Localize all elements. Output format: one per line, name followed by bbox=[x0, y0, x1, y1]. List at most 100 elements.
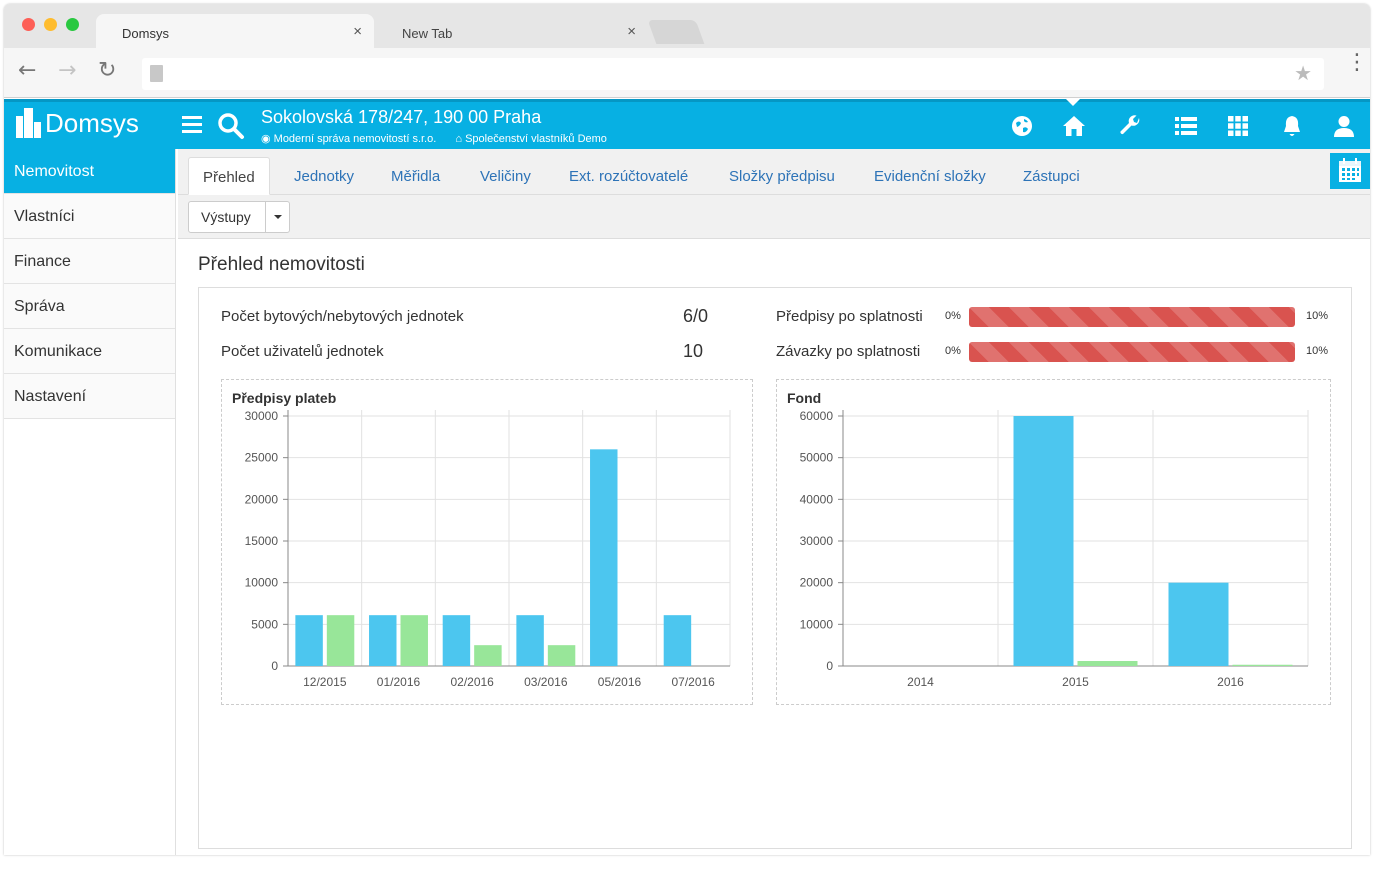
chart-bar bbox=[1232, 664, 1293, 666]
sidebar-item-vlastnici[interactable]: Vlastníci bbox=[4, 194, 175, 239]
sidebar-item-nastaveni[interactable]: Nastavení bbox=[4, 374, 175, 419]
y-tick-label: 20000 bbox=[800, 576, 834, 590]
split-divider bbox=[265, 202, 266, 232]
tab-meridla[interactable]: Měřidla bbox=[391, 168, 441, 185]
sidebar-item-komunikace[interactable]: Komunikace bbox=[4, 329, 175, 374]
x-tick-label: 12/2015 bbox=[303, 675, 347, 689]
menu-icon[interactable] bbox=[182, 116, 202, 134]
browser-toolbar: ← → ↻ ★ ⋮ bbox=[4, 48, 1370, 98]
progress-max-label: 10% bbox=[1306, 310, 1329, 322]
association-link[interactable]: ⌂ Společenství vlastníků Demo bbox=[455, 133, 607, 145]
x-tick-label: 2015 bbox=[1062, 675, 1089, 689]
tab-ext-rozuctovatele[interactable]: Ext. rozúčtovatelé bbox=[569, 168, 689, 185]
progress-bar-liabilities bbox=[969, 342, 1295, 362]
tab-bar: Přehled Jednotky Měřidla Veličiny Ext. r… bbox=[178, 149, 1370, 195]
chart-bar bbox=[474, 645, 502, 666]
chevron-down-icon[interactable] bbox=[274, 215, 282, 219]
browser-tab-label: New Tab bbox=[402, 26, 453, 41]
forward-arrow-icon[interactable]: → bbox=[58, 58, 77, 83]
outputs-label: Výstupy bbox=[201, 209, 251, 225]
company-link[interactable]: ◉ Moderní správa nemovitostí s.r.o. bbox=[261, 133, 437, 145]
y-tick-label: 5000 bbox=[251, 617, 278, 631]
y-tick-label: 25000 bbox=[245, 451, 279, 465]
wrench-icon[interactable] bbox=[1118, 114, 1142, 138]
chart-svg: 0 10000 20000 30000 40000 50000 60000 2014 2015 2… bbox=[800, 409, 1309, 689]
tab-zastupci[interactable]: Zástupci bbox=[1023, 168, 1080, 185]
main-content: Přehled Jednotky Měřidla Veličiny Ext. r… bbox=[178, 149, 1370, 855]
header-subtitle: ◉ Moderní správa nemovitostí s.r.o. ⌂ Sp… bbox=[261, 132, 623, 145]
reload-icon[interactable]: ↻ bbox=[98, 58, 117, 83]
chart-fond: Fond 0 10000 20000 30000 40000 50000 60000 2014… bbox=[776, 379, 1331, 705]
sidebar-item-finance[interactable]: Finance bbox=[4, 239, 175, 284]
chart-bar bbox=[1168, 582, 1229, 666]
sidebar-item-label: Nastavení bbox=[14, 388, 87, 405]
close-tab-icon[interactable]: × bbox=[627, 23, 636, 40]
page-title: Přehled nemovitosti bbox=[198, 254, 365, 275]
maximize-window-button[interactable] bbox=[66, 18, 79, 31]
page-icon bbox=[150, 65, 163, 82]
progress-max-label: 10% bbox=[1306, 345, 1329, 357]
new-tab-button[interactable] bbox=[647, 20, 705, 44]
back-arrow-icon[interactable]: ← bbox=[18, 58, 37, 83]
x-tick-label: 07/2016 bbox=[671, 675, 715, 689]
stat-value-users: 10 bbox=[683, 341, 704, 361]
progress-label-prescriptions: Předpisy po splatnosti bbox=[776, 308, 923, 325]
x-tick-label: 2016 bbox=[1217, 675, 1244, 689]
x-tick-label: 2014 bbox=[907, 675, 934, 689]
sidebar-item-label: Nemovitost bbox=[14, 163, 95, 180]
tab-jednotky[interactable]: Jednotky bbox=[294, 168, 355, 185]
action-bar: Výstupy bbox=[178, 195, 1370, 239]
chart-title: Fond bbox=[787, 390, 822, 406]
stat-value-units: 6/0 bbox=[683, 306, 709, 326]
browser-window: Domsys × New Tab × ← → ↻ ★ ⋮ Domsys bbox=[4, 4, 1370, 855]
browser-tab-new[interactable]: New Tab × bbox=[376, 14, 648, 48]
chart-bar bbox=[326, 615, 355, 666]
home-icon[interactable] bbox=[1062, 114, 1086, 138]
app-logo[interactable]: Domsys bbox=[16, 107, 139, 139]
tab-veliciny[interactable]: Veličiny bbox=[480, 168, 531, 185]
bookmark-star-icon[interactable]: ★ bbox=[1294, 61, 1312, 85]
y-tick-label: 0 bbox=[826, 659, 833, 673]
address-bar[interactable]: ★ bbox=[142, 58, 1324, 90]
chart-bar bbox=[590, 449, 618, 666]
y-tick-label: 20000 bbox=[245, 492, 279, 506]
chart-bar bbox=[516, 615, 544, 666]
tab-slozky-predpisu[interactable]: Složky předpisu bbox=[729, 168, 835, 185]
progress-bar-prescriptions bbox=[969, 307, 1295, 327]
browser-tab-domsys[interactable]: Domsys × bbox=[96, 14, 374, 48]
chart-bar bbox=[1013, 416, 1074, 666]
y-tick-label: 60000 bbox=[800, 409, 834, 423]
outputs-dropdown-button[interactable]: Výstupy bbox=[188, 201, 290, 233]
list-icon[interactable] bbox=[1174, 114, 1198, 138]
chart-predpisy-plateb: Předpisy plateb 0 5000 10000 15000 20000 2500… bbox=[221, 379, 753, 705]
y-tick-label: 50000 bbox=[800, 451, 834, 465]
close-tab-icon[interactable]: × bbox=[353, 23, 362, 40]
browser-menu-icon[interactable]: ⋮ bbox=[1346, 50, 1368, 75]
calendar-button[interactable] bbox=[1330, 153, 1370, 189]
minimize-window-button[interactable] bbox=[44, 18, 57, 31]
stat-label-users: Počet uživatelů jednotek bbox=[221, 343, 384, 360]
sidebar-item-label: Správa bbox=[14, 298, 65, 315]
sidebar-item-nemovitost[interactable]: Nemovitost bbox=[4, 149, 175, 194]
sidebar-item-sprava[interactable]: Správa bbox=[4, 284, 175, 329]
user-icon[interactable] bbox=[1332, 114, 1356, 138]
tab-prehled[interactable]: Přehled bbox=[188, 157, 270, 195]
y-tick-label: 40000 bbox=[800, 492, 834, 506]
progress-label-liabilities: Závazky po splatnosti bbox=[776, 343, 921, 360]
search-icon[interactable] bbox=[217, 112, 245, 140]
tab-evidencni-slozky[interactable]: Evidenční složky bbox=[874, 168, 986, 185]
chart-bar bbox=[547, 645, 576, 666]
chart-bar bbox=[1077, 661, 1138, 666]
chart-bar bbox=[400, 615, 428, 666]
sidebar-item-label: Komunikace bbox=[14, 343, 103, 360]
chart-bar bbox=[295, 615, 323, 666]
overview-panel: Počet bytových/nebytových jednotek 6/0 P… bbox=[198, 287, 1352, 849]
grid-icon[interactable] bbox=[1226, 114, 1250, 138]
chart-bar bbox=[369, 615, 397, 666]
progress-min-label: 0% bbox=[945, 310, 961, 322]
globe-icon[interactable] bbox=[1010, 114, 1034, 138]
stat-label-units: Počet bytových/nebytových jednotek bbox=[221, 308, 464, 325]
close-window-button[interactable] bbox=[22, 18, 35, 31]
x-tick-label: 01/2016 bbox=[377, 675, 421, 689]
bell-icon[interactable] bbox=[1280, 114, 1304, 138]
